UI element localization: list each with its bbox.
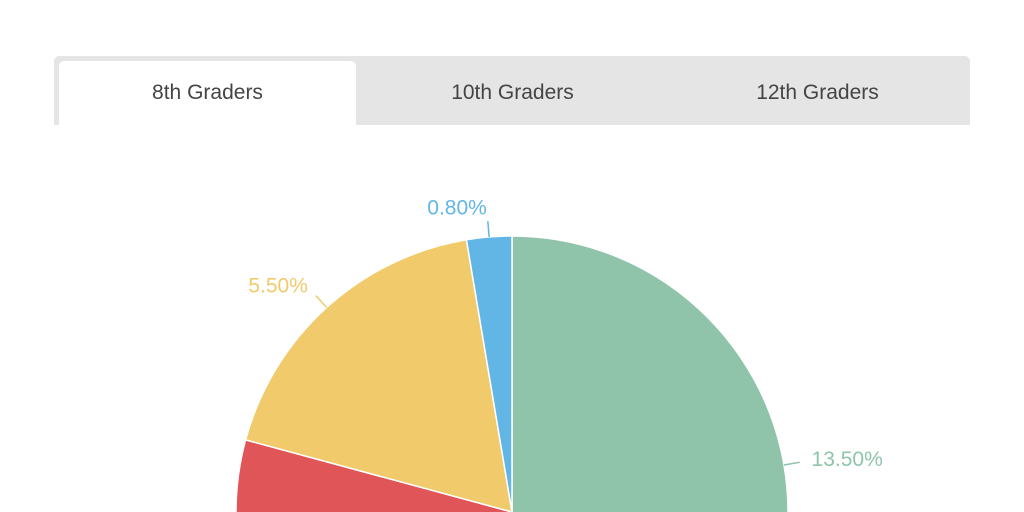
data-label: 13.50% <box>812 448 883 471</box>
tab[interactable]: 8th Graders <box>59 61 356 125</box>
leader-line <box>315 295 328 308</box>
leader-line <box>487 220 490 238</box>
data-label: 0.80% <box>427 197 487 220</box>
tab-bar: 8th Graders 10th Graders 12th Graders <box>54 56 970 125</box>
leader-line <box>783 461 800 466</box>
data-label: 5.50% <box>248 274 308 297</box>
pie-slice <box>511 235 789 512</box>
tab[interactable]: 10th Graders <box>451 81 574 104</box>
pie-slice <box>244 238 513 512</box>
tab[interactable]: 12th Graders <box>756 81 879 104</box>
